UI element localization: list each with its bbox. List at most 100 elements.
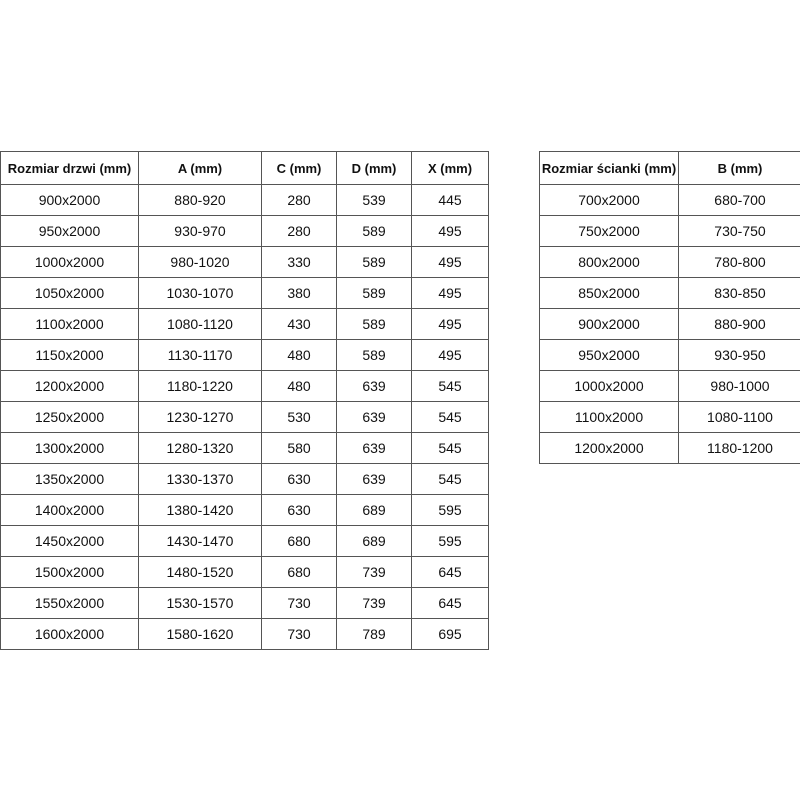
table-cell: 980-1000 — [678, 370, 800, 402]
table-row: 1250x2000 1230-1270 530 639 545 — [0, 401, 489, 433]
table-cell: 1180-1220 — [138, 370, 262, 402]
table-cell: 539 — [336, 184, 412, 216]
table-row: 900x2000 880-900 — [539, 308, 800, 340]
table-cell: 580 — [261, 432, 337, 464]
door-size-table: Rozmiar drzwi (mm) A (mm) C (mm) D (mm) X (m… — [0, 151, 489, 650]
table-cell: 680 — [261, 525, 337, 557]
wall-size-table: Rozmiar ścianki (mm) B (mm) 700x2000 680-7… — [539, 151, 800, 464]
table-cell: 495 — [411, 339, 489, 371]
table-cell: 280 — [261, 184, 337, 216]
table-cell: 495 — [411, 246, 489, 278]
table-cell: 880-900 — [678, 308, 800, 340]
table-cell: 1300x2000 — [0, 432, 139, 464]
table-cell: 900x2000 — [0, 184, 139, 216]
table-cell: 730-750 — [678, 215, 800, 247]
table-cell: 689 — [336, 494, 412, 526]
table-cell: 589 — [336, 246, 412, 278]
table-cell: 495 — [411, 308, 489, 340]
table-row: 900x2000 880-920 280 539 445 — [0, 184, 489, 216]
header-row: Rozmiar ścianki (mm) B (mm) — [539, 151, 800, 185]
table-cell: 730 — [261, 587, 337, 619]
table-row: 1000x2000 980-1020 330 589 495 — [0, 246, 489, 278]
table-cell: 980-1020 — [138, 246, 262, 278]
table-cell: 750x2000 — [539, 215, 679, 247]
table-cell: 1500x2000 — [0, 556, 139, 588]
table-cell: 1180-1200 — [678, 432, 800, 464]
table-cell: 900x2000 — [539, 308, 679, 340]
table-cell: 430 — [261, 308, 337, 340]
table-cell: 595 — [411, 525, 489, 557]
table-cell: 1030-1070 — [138, 277, 262, 309]
table-cell: 280 — [261, 215, 337, 247]
table-row: 1000x2000 980-1000 — [539, 370, 800, 402]
table-cell: 1130-1170 — [138, 339, 262, 371]
table-cell: 639 — [336, 463, 412, 495]
table-cell: 800x2000 — [539, 246, 679, 278]
table-row: 1050x2000 1030-1070 380 589 495 — [0, 277, 489, 309]
table-row: 700x2000 680-700 — [539, 184, 800, 216]
table-cell: 1380-1420 — [138, 494, 262, 526]
table-cell: 689 — [336, 525, 412, 557]
table-cell: 545 — [411, 370, 489, 402]
table-cell: 1580-1620 — [138, 618, 262, 650]
table-cell: 639 — [336, 401, 412, 433]
table-cell: 589 — [336, 339, 412, 371]
table-row: 1350x2000 1330-1370 630 639 545 — [0, 463, 489, 495]
column-header: B (mm) — [678, 151, 800, 185]
table-cell: 1000x2000 — [539, 370, 679, 402]
table-cell: 639 — [336, 370, 412, 402]
table-cell: 739 — [336, 587, 412, 619]
column-header: C (mm) — [261, 151, 337, 185]
table-cell: 330 — [261, 246, 337, 278]
table-cell: 950x2000 — [0, 215, 139, 247]
table-cell: 1080-1120 — [138, 308, 262, 340]
table-row: 1150x2000 1130-1170 480 589 495 — [0, 339, 489, 371]
table-cell: 1050x2000 — [0, 277, 139, 309]
table-row: 1300x2000 1280-1320 580 639 545 — [0, 432, 489, 464]
table-cell: 700x2000 — [539, 184, 679, 216]
table-cell: 1330-1370 — [138, 463, 262, 495]
table-row: 950x2000 930-950 — [539, 339, 800, 371]
table-cell: 639 — [336, 432, 412, 464]
table-row: 1500x2000 1480-1520 680 739 645 — [0, 556, 489, 588]
table-cell: 780-800 — [678, 246, 800, 278]
table-row: 750x2000 730-750 — [539, 215, 800, 247]
table-row: 1600x2000 1580-1620 730 789 695 — [0, 618, 489, 650]
table-cell: 930-950 — [678, 339, 800, 371]
table-row: 1550x2000 1530-1570 730 739 645 — [0, 587, 489, 619]
table-cell: 1430-1470 — [138, 525, 262, 557]
table-cell: 1400x2000 — [0, 494, 139, 526]
table-cell: 595 — [411, 494, 489, 526]
table-cell: 1200x2000 — [539, 432, 679, 464]
table-row: 1450x2000 1430-1470 680 689 595 — [0, 525, 489, 557]
table-row: 950x2000 930-970 280 589 495 — [0, 215, 489, 247]
table-cell: 789 — [336, 618, 412, 650]
table-cell: 1450x2000 — [0, 525, 139, 557]
table-cell: 1350x2000 — [0, 463, 139, 495]
table-cell: 695 — [411, 618, 489, 650]
table-cell: 830-850 — [678, 277, 800, 309]
header-row: Rozmiar drzwi (mm) A (mm) C (mm) D (mm) X (m… — [0, 151, 489, 185]
table-cell: 630 — [261, 463, 337, 495]
table-cell: 730 — [261, 618, 337, 650]
table-cell: 530 — [261, 401, 337, 433]
table-cell: 1080-1100 — [678, 401, 800, 433]
table-cell: 480 — [261, 339, 337, 371]
table-cell: 950x2000 — [539, 339, 679, 371]
table-cell: 1150x2000 — [0, 339, 139, 371]
table-row: 1200x2000 1180-1220 480 639 545 — [0, 370, 489, 402]
table-cell: 930-970 — [138, 215, 262, 247]
table-row: 1100x2000 1080-1120 430 589 495 — [0, 308, 489, 340]
table-row: 800x2000 780-800 — [539, 246, 800, 278]
column-header: X (mm) — [411, 151, 489, 185]
table-cell: 589 — [336, 215, 412, 247]
table-cell: 589 — [336, 277, 412, 309]
table-cell: 589 — [336, 308, 412, 340]
column-header: Rozmiar ścianki (mm) — [539, 151, 679, 185]
table-cell: 445 — [411, 184, 489, 216]
table-cell: 680 — [261, 556, 337, 588]
table-row: 1200x2000 1180-1200 — [539, 432, 800, 464]
table-cell: 645 — [411, 587, 489, 619]
table-cell: 545 — [411, 432, 489, 464]
table-cell: 680-700 — [678, 184, 800, 216]
